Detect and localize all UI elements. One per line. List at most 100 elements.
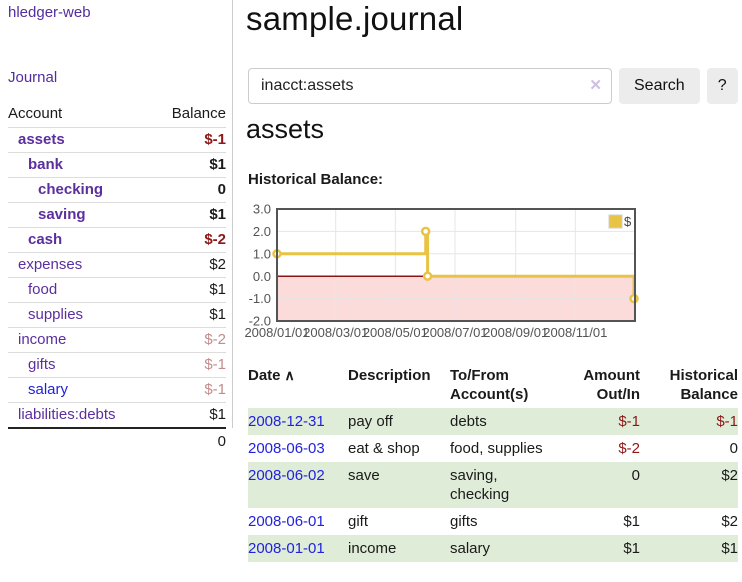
transaction-amount: $1 — [623, 540, 640, 557]
clear-search-icon[interactable]: ✕ — [589, 77, 602, 94]
sidebar-divider — [232, 0, 233, 428]
svg-text:-2.0: -2.0 — [249, 314, 271, 329]
account-heading: assets — [246, 114, 325, 144]
transaction-balance: $2 — [721, 513, 738, 530]
account-row: assets $-1 — [8, 127, 226, 153]
historical-balance-label: Historical Balance: — [248, 171, 384, 188]
account-balance: $-1 — [152, 127, 226, 153]
accounts-total-value: 0 — [8, 427, 226, 455]
account-balance: $2 — [152, 252, 226, 278]
account-balance: 0 — [152, 177, 226, 203]
app-brand-link[interactable]: hledger-web — [8, 4, 91, 21]
transaction-accounts: debts — [450, 413, 487, 430]
account-link[interactable]: checking — [38, 181, 104, 198]
svg-text:2008/01/01: 2008/01/01 — [244, 325, 309, 340]
account-row: cash $-2 — [8, 227, 226, 253]
account-link[interactable]: saving — [38, 206, 86, 223]
account-link[interactable]: supplies — [28, 306, 84, 323]
account-tree-body: assets $-1 bank $1 checking 0 saving $1 — [8, 127, 226, 455]
account-row: gifts $-1 — [8, 352, 226, 378]
svg-text:0.0: 0.0 — [253, 269, 271, 284]
transaction-accounts: saving, checking — [450, 467, 510, 503]
register-body: 2008-12-31 pay off debts $-1 $-1 2008-06… — [248, 408, 738, 562]
account-link[interactable]: assets — [18, 131, 65, 148]
account-balance: $1 — [152, 152, 226, 178]
transaction-date-link[interactable]: 2008-01-01 — [248, 540, 325, 557]
account-link[interactable]: food — [28, 281, 58, 298]
transaction-date-link[interactable]: 2008-12-31 — [248, 413, 325, 430]
account-link[interactable]: income — [18, 331, 67, 348]
transaction-balance: $-1 — [716, 413, 738, 430]
transaction-accounts: salary — [450, 540, 491, 557]
account-row: liabilities:debts $1 — [8, 402, 226, 428]
account-row: food $1 — [8, 277, 226, 303]
svg-text:2.0: 2.0 — [253, 224, 271, 239]
description-column-header: Description — [348, 367, 431, 384]
svg-text:-1.0: -1.0 — [249, 291, 271, 306]
search-input[interactable] — [248, 68, 612, 104]
transaction-amount: $-1 — [618, 413, 640, 430]
account-link[interactable]: gifts — [28, 356, 56, 373]
account-row: expenses $2 — [8, 252, 226, 278]
account-balance: $1 — [152, 202, 226, 228]
account-link[interactable]: liabilities:debts — [18, 406, 116, 423]
register-table: Date ∧ Description To/From Account(s) Amo… — [248, 362, 738, 562]
svg-text:2008/07/01: 2008/07/01 — [422, 325, 487, 340]
svg-text:2008/03/01: 2008/03/01 — [303, 325, 368, 340]
account-link[interactable]: salary — [28, 381, 69, 398]
svg-text:2008/09/01: 2008/09/01 — [483, 325, 548, 340]
help-button[interactable]: ? — [706, 68, 738, 104]
historical-balance-column-header: Historical Balance — [669, 367, 738, 403]
account-link[interactable]: cash — [28, 231, 63, 248]
transaction-description: save — [348, 467, 380, 484]
transaction-balance: $1 — [721, 540, 738, 557]
register-header-row: Date ∧ Description To/From Account(s) Amo… — [248, 362, 738, 408]
transaction-description: pay off — [348, 413, 393, 430]
account-row: checking 0 — [8, 177, 226, 203]
transaction-row: 2008-06-03 eat & shop food, supplies $-2… — [248, 435, 738, 462]
account-link[interactable]: expenses — [18, 256, 83, 273]
sort-by-date-header[interactable]: Date ∧ — [248, 367, 295, 384]
account-tree-table: Account Balance assets $-1 bank $1 check… — [8, 100, 226, 455]
historical-balance-chart: 3.0 2.0 1.0 0.0 -1.0 -2.02008/01/012008/03/01… — [244, 202, 639, 340]
transaction-date-link[interactable]: 2008-06-02 — [248, 467, 325, 484]
transaction-balance: 0 — [729, 440, 738, 457]
transaction-amount: $1 — [623, 513, 640, 530]
transaction-amount: 0 — [631, 467, 640, 484]
sort-ascending-icon: ∧ — [284, 367, 295, 383]
account-balance: $-1 — [152, 377, 226, 403]
svg-text:$: $ — [624, 214, 632, 229]
search-button[interactable]: Search — [619, 68, 700, 104]
account-row: bank $1 — [8, 152, 226, 178]
transaction-row: 2008-06-02 save saving, checking 0 $2 — [248, 462, 738, 508]
transaction-row: 2008-12-31 pay off debts $-1 $-1 — [248, 408, 738, 435]
transaction-description: eat & shop — [348, 440, 420, 457]
account-link[interactable]: bank — [28, 156, 64, 173]
account-balance: $1 — [152, 302, 226, 328]
account-balance: $-2 — [152, 227, 226, 253]
account-row: income $-2 — [8, 327, 226, 353]
svg-text:2008/05/01: 2008/05/01 — [363, 325, 428, 340]
transaction-accounts: gifts — [450, 513, 478, 530]
svg-text:1.0: 1.0 — [253, 246, 271, 261]
account-row: saving $1 — [8, 202, 226, 228]
balance-column-header: Balance — [152, 100, 226, 128]
accounts-column-header: To/From Account(s) — [450, 367, 529, 403]
transaction-description: income — [348, 540, 397, 557]
account-column-header: Account — [8, 100, 153, 128]
accounts-total-row: 0 — [8, 427, 226, 455]
transaction-row: 2008-06-01 gift gifts $1 $2 — [248, 508, 738, 535]
sidebar-item-journal[interactable]: Journal — [8, 69, 58, 86]
svg-text:3.0: 3.0 — [253, 202, 271, 217]
account-row: salary $-1 — [8, 377, 226, 403]
svg-text:2008/11/01: 2008/11/01 — [543, 325, 607, 340]
page-title: sample.journal — [246, 0, 464, 37]
transaction-date-link[interactable]: 2008-06-03 — [248, 440, 325, 457]
transaction-date-link[interactable]: 2008-06-01 — [248, 513, 325, 530]
search-form: ✕ Search ? — [248, 68, 738, 104]
account-balance: $-2 — [152, 327, 226, 353]
transaction-row: 2008-01-01 income salary $1 $1 — [248, 535, 738, 562]
transaction-accounts: food, supplies — [450, 440, 543, 457]
transaction-description: gift — [348, 513, 369, 530]
